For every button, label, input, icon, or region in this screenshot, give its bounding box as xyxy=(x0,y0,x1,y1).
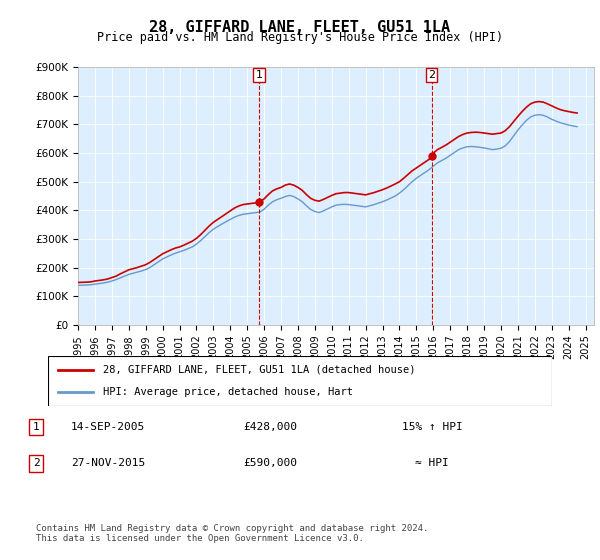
Text: Contains HM Land Registry data © Crown copyright and database right 2024.
This d: Contains HM Land Registry data © Crown c… xyxy=(36,524,428,543)
Text: Price paid vs. HM Land Registry's House Price Index (HPI): Price paid vs. HM Land Registry's House … xyxy=(97,31,503,44)
Text: 2: 2 xyxy=(32,459,40,468)
FancyBboxPatch shape xyxy=(48,356,552,406)
Text: 14-SEP-2005: 14-SEP-2005 xyxy=(71,422,145,432)
Text: 1: 1 xyxy=(256,70,263,80)
Text: 28, GIFFARD LANE, FLEET, GU51 1LA: 28, GIFFARD LANE, FLEET, GU51 1LA xyxy=(149,20,451,35)
Text: 15% ↑ HPI: 15% ↑ HPI xyxy=(401,422,463,432)
Text: £590,000: £590,000 xyxy=(243,459,297,468)
Text: 2: 2 xyxy=(428,70,435,80)
Text: HPI: Average price, detached house, Hart: HPI: Average price, detached house, Hart xyxy=(103,387,353,397)
Text: £428,000: £428,000 xyxy=(243,422,297,432)
Text: 27-NOV-2015: 27-NOV-2015 xyxy=(71,459,145,468)
Text: ≈ HPI: ≈ HPI xyxy=(415,459,449,468)
Text: 1: 1 xyxy=(32,422,40,432)
Text: 28, GIFFARD LANE, FLEET, GU51 1LA (detached house): 28, GIFFARD LANE, FLEET, GU51 1LA (detac… xyxy=(103,365,416,375)
